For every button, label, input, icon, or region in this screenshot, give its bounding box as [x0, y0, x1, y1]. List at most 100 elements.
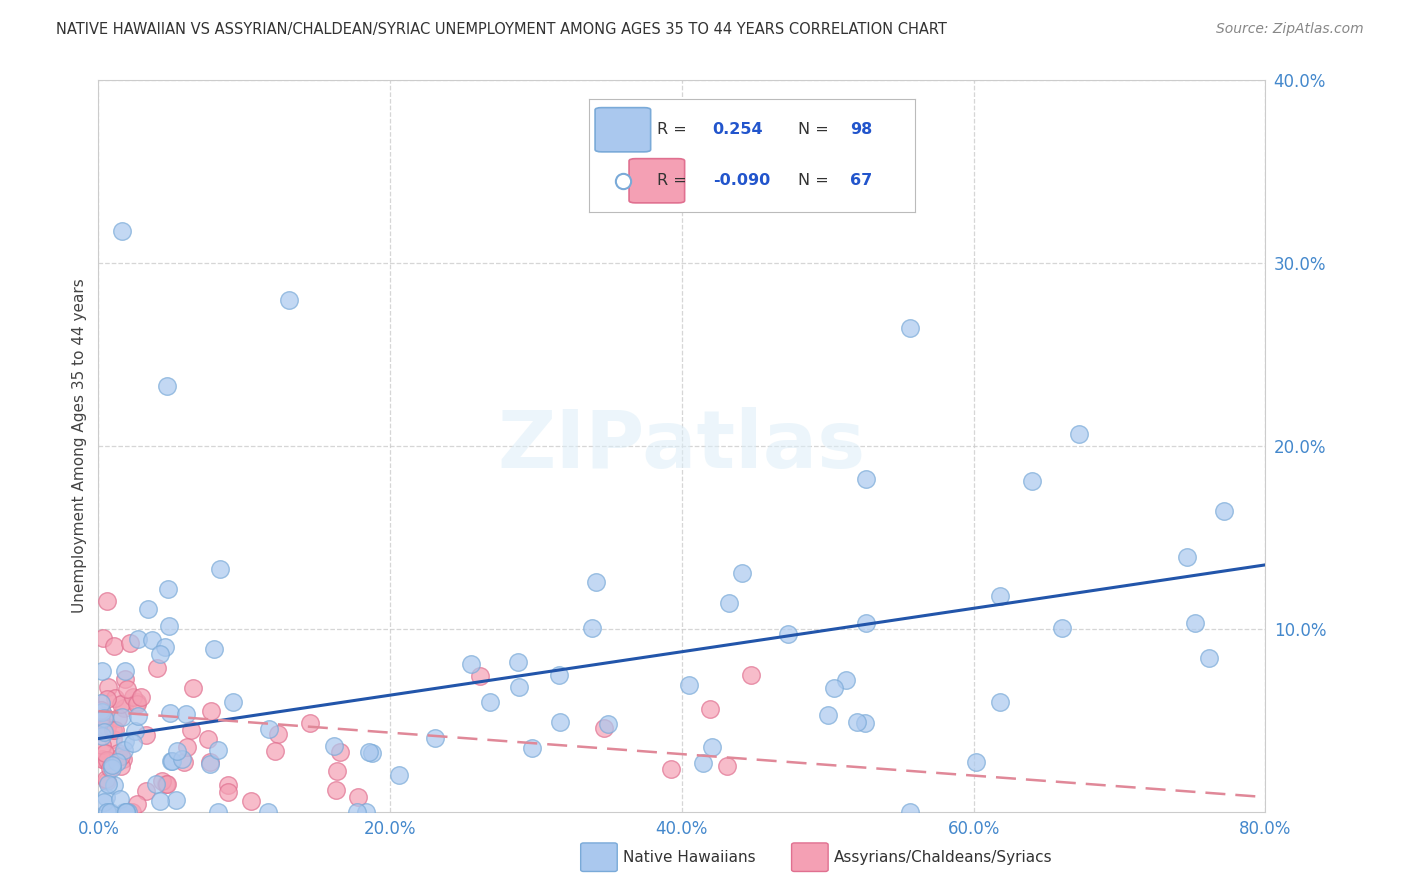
Point — [110, 710, 132, 724]
Point — [156, 379, 179, 393]
Point — [217, 778, 239, 792]
Point — [125, 797, 148, 812]
Point — [108, 792, 131, 806]
Point — [329, 745, 352, 759]
Point — [150, 773, 173, 788]
Point — [200, 755, 222, 769]
Point — [347, 789, 370, 804]
Point — [361, 746, 384, 760]
Point — [855, 616, 877, 631]
Point — [699, 701, 721, 715]
Point — [520, 740, 543, 755]
Point — [239, 794, 262, 808]
Point — [702, 739, 724, 754]
Point — [117, 805, 139, 819]
Point — [468, 669, 491, 683]
Point — [548, 715, 571, 730]
Point — [460, 657, 482, 671]
Point — [200, 704, 222, 718]
Point — [104, 723, 127, 737]
Point — [325, 782, 347, 797]
Point — [96, 692, 118, 706]
Point — [97, 680, 120, 694]
Text: R =: R = — [657, 122, 688, 137]
Point — [718, 596, 741, 610]
Point — [114, 664, 136, 678]
Point — [266, 727, 288, 741]
Point — [93, 725, 115, 739]
Point — [359, 745, 381, 759]
Point — [112, 805, 135, 819]
Point — [156, 777, 179, 791]
Point — [1213, 504, 1236, 518]
Text: 0.254: 0.254 — [713, 122, 763, 137]
Point — [1184, 616, 1206, 631]
Point — [716, 758, 738, 772]
Point — [217, 785, 239, 799]
Point — [107, 747, 129, 761]
Point — [149, 794, 172, 808]
Point — [129, 690, 152, 704]
Point — [98, 805, 121, 819]
Point — [173, 755, 195, 769]
Point — [157, 619, 180, 633]
Point — [114, 734, 136, 748]
Point — [855, 472, 877, 486]
Point — [846, 715, 869, 730]
Text: Native Hawaiians: Native Hawaiians — [623, 850, 755, 864]
Point — [174, 706, 197, 721]
Point — [585, 574, 607, 589]
Point — [112, 743, 135, 757]
Point — [125, 695, 148, 709]
Point — [101, 757, 124, 772]
Point — [299, 715, 322, 730]
Point — [988, 695, 1011, 709]
Point — [692, 756, 714, 770]
Point — [135, 728, 157, 742]
Point — [153, 640, 176, 654]
Point — [853, 715, 876, 730]
Point — [114, 805, 136, 819]
Point — [740, 667, 762, 681]
Point — [91, 738, 114, 752]
Point — [835, 673, 858, 687]
Point — [98, 760, 121, 774]
Point — [155, 777, 177, 791]
Point — [166, 744, 188, 758]
Point — [112, 752, 135, 766]
Point — [1198, 651, 1220, 665]
Point — [121, 805, 143, 819]
Point — [117, 805, 139, 819]
Point — [96, 720, 118, 734]
Point — [90, 705, 112, 719]
Point — [256, 805, 278, 819]
Point — [104, 691, 127, 706]
Point — [96, 772, 118, 786]
Point — [94, 746, 117, 760]
Point — [817, 707, 839, 722]
Point — [90, 702, 112, 716]
Point — [111, 224, 134, 238]
Point — [898, 805, 921, 819]
Point — [90, 696, 112, 710]
Point — [94, 790, 117, 805]
Text: 98: 98 — [851, 122, 872, 137]
Point — [121, 736, 143, 750]
Text: Assyrians/Chaldeans/Syriacs: Assyrians/Chaldeans/Syriacs — [834, 850, 1052, 864]
Point — [110, 697, 132, 711]
Point — [115, 805, 138, 819]
Text: -0.090: -0.090 — [713, 173, 770, 188]
Point — [146, 661, 169, 675]
Point — [96, 805, 118, 819]
Point — [101, 761, 124, 775]
Point — [156, 582, 179, 596]
Point — [103, 723, 125, 737]
Point — [592, 721, 614, 735]
FancyBboxPatch shape — [595, 108, 651, 152]
Point — [200, 756, 222, 771]
Point — [478, 695, 501, 709]
Point — [176, 739, 198, 754]
Point — [548, 667, 571, 681]
Text: 67: 67 — [851, 173, 872, 188]
Point — [506, 655, 529, 669]
